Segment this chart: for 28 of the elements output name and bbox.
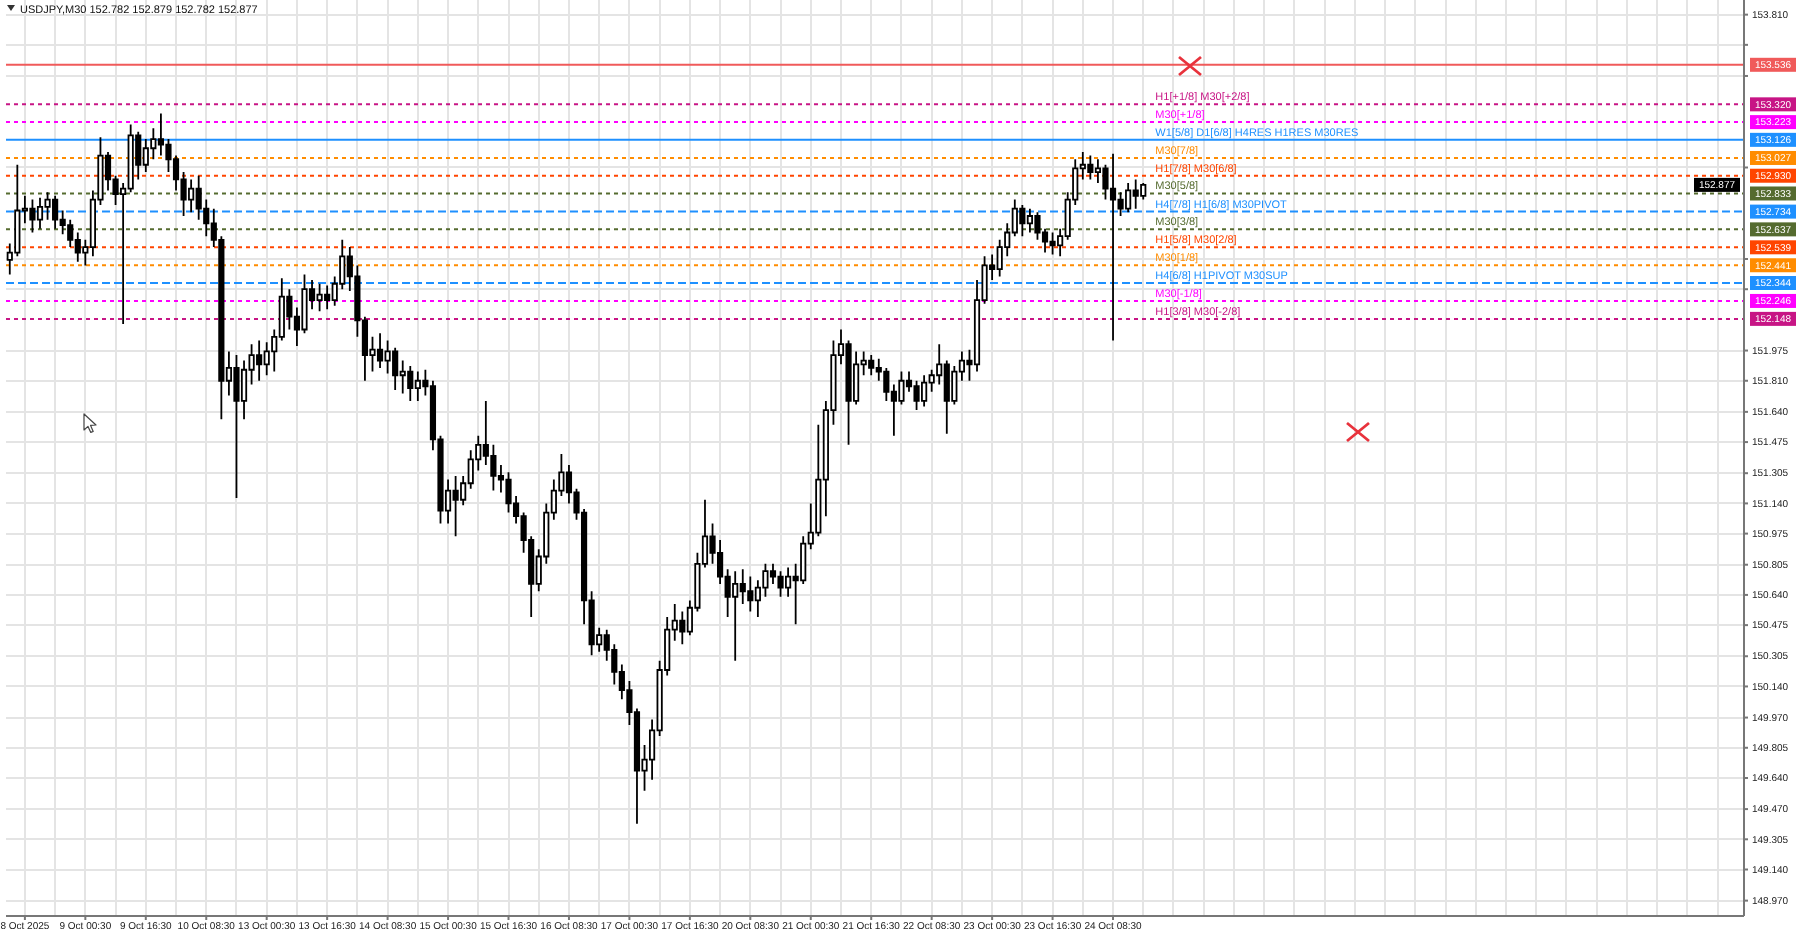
candlestick — [732, 570, 739, 662]
candlestick — [452, 475, 459, 538]
candlestick — [36, 196, 44, 230]
candlestick — [868, 354, 875, 377]
candlestick — [407, 365, 414, 402]
candlestick — [1026, 207, 1033, 234]
candlestick — [233, 354, 240, 499]
candlestick — [747, 575, 754, 613]
candlestick — [414, 370, 421, 402]
candlestick — [376, 332, 384, 369]
candlestick — [392, 346, 399, 391]
candlestick — [1049, 231, 1056, 256]
candlestick — [1132, 178, 1139, 210]
candlestick — [777, 570, 784, 598]
candlestick — [921, 374, 928, 408]
candlestick — [1140, 182, 1147, 201]
candlestick — [256, 339, 263, 382]
candlestick — [1125, 182, 1132, 214]
candlestick — [913, 379, 920, 411]
candlestick — [1109, 152, 1117, 342]
candlestick — [316, 282, 323, 313]
candlestick — [1087, 154, 1094, 181]
candlestick — [324, 284, 331, 311]
candlestick — [44, 191, 51, 221]
candlestick — [29, 198, 36, 234]
candlestick — [52, 194, 59, 230]
candlestick — [1019, 204, 1026, 238]
candlestick — [188, 178, 195, 214]
